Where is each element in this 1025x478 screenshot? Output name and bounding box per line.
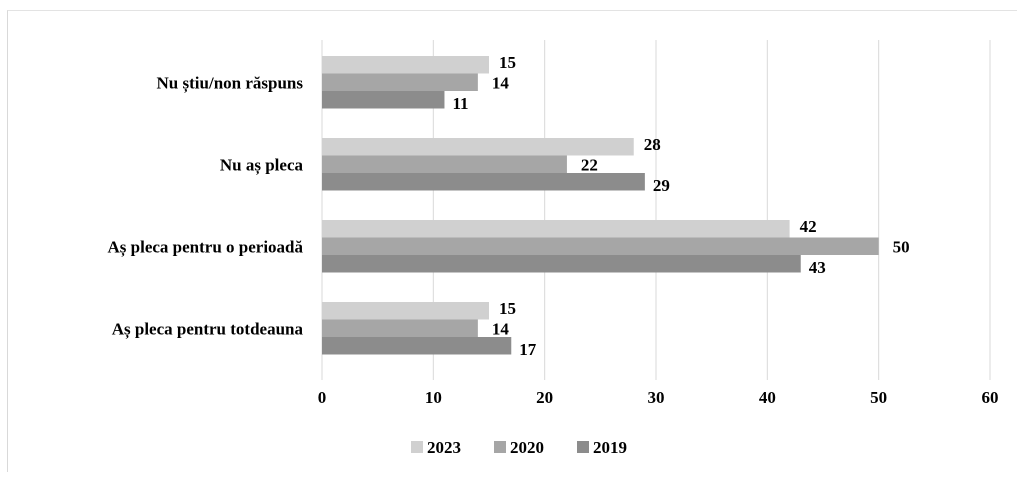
category-label: Nu aș pleca — [220, 155, 304, 175]
data-label: 14 — [492, 319, 510, 338]
data-label: 15 — [499, 53, 516, 72]
data-label: 22 — [581, 155, 598, 174]
data-label: 17 — [519, 340, 537, 359]
bars — [322, 56, 879, 355]
legend-label: 2019 — [593, 438, 627, 457]
legend-label: 2020 — [510, 438, 544, 457]
bar-2023 — [322, 220, 790, 238]
x-tick-labels: 0 10 20 30 40 50 60 — [318, 388, 999, 407]
bar-2023 — [322, 56, 489, 74]
bar-2020 — [322, 237, 879, 255]
data-label: 50 — [893, 237, 910, 256]
legend-swatch — [494, 441, 506, 453]
bar-2019 — [322, 255, 801, 273]
chart-frame — [7, 10, 1017, 472]
x-tick-label: 30 — [648, 388, 665, 407]
x-tick-label: 60 — [982, 388, 999, 407]
data-label: 11 — [452, 94, 468, 113]
x-tick-label: 50 — [870, 388, 887, 407]
data-label: 42 — [800, 217, 817, 236]
bar-2023 — [322, 302, 489, 320]
bar-2019 — [322, 337, 512, 355]
x-tick-label: 0 — [318, 388, 327, 407]
bar-2020 — [322, 319, 478, 337]
data-label: 28 — [644, 135, 661, 154]
legend-swatch — [577, 441, 589, 453]
data-label: 29 — [653, 176, 670, 195]
data-label: 14 — [492, 73, 510, 92]
category-label: Aș pleca pentru o perioadă — [108, 237, 304, 257]
bar-2023 — [322, 138, 634, 156]
x-tick-label: 40 — [759, 388, 776, 407]
x-tick-label: 20 — [536, 388, 553, 407]
category-label: Aș pleca pentru totdeauna — [112, 319, 304, 339]
category-labels: Nu știu/non răspuns Nu aș pleca Aș pleca p… — [108, 73, 304, 339]
legend: 2023 2020 2019 — [411, 438, 627, 457]
x-tick-label: 10 — [425, 388, 442, 407]
bar-2020 — [322, 73, 478, 91]
data-label: 43 — [809, 258, 826, 277]
data-label: 15 — [499, 299, 516, 318]
legend-swatch — [411, 441, 423, 453]
category-label: Nu știu/non răspuns — [157, 73, 304, 93]
bar-2019 — [322, 91, 445, 109]
bar-2019 — [322, 173, 645, 191]
bar-2020 — [322, 155, 567, 173]
legend-label: 2023 — [427, 438, 461, 457]
